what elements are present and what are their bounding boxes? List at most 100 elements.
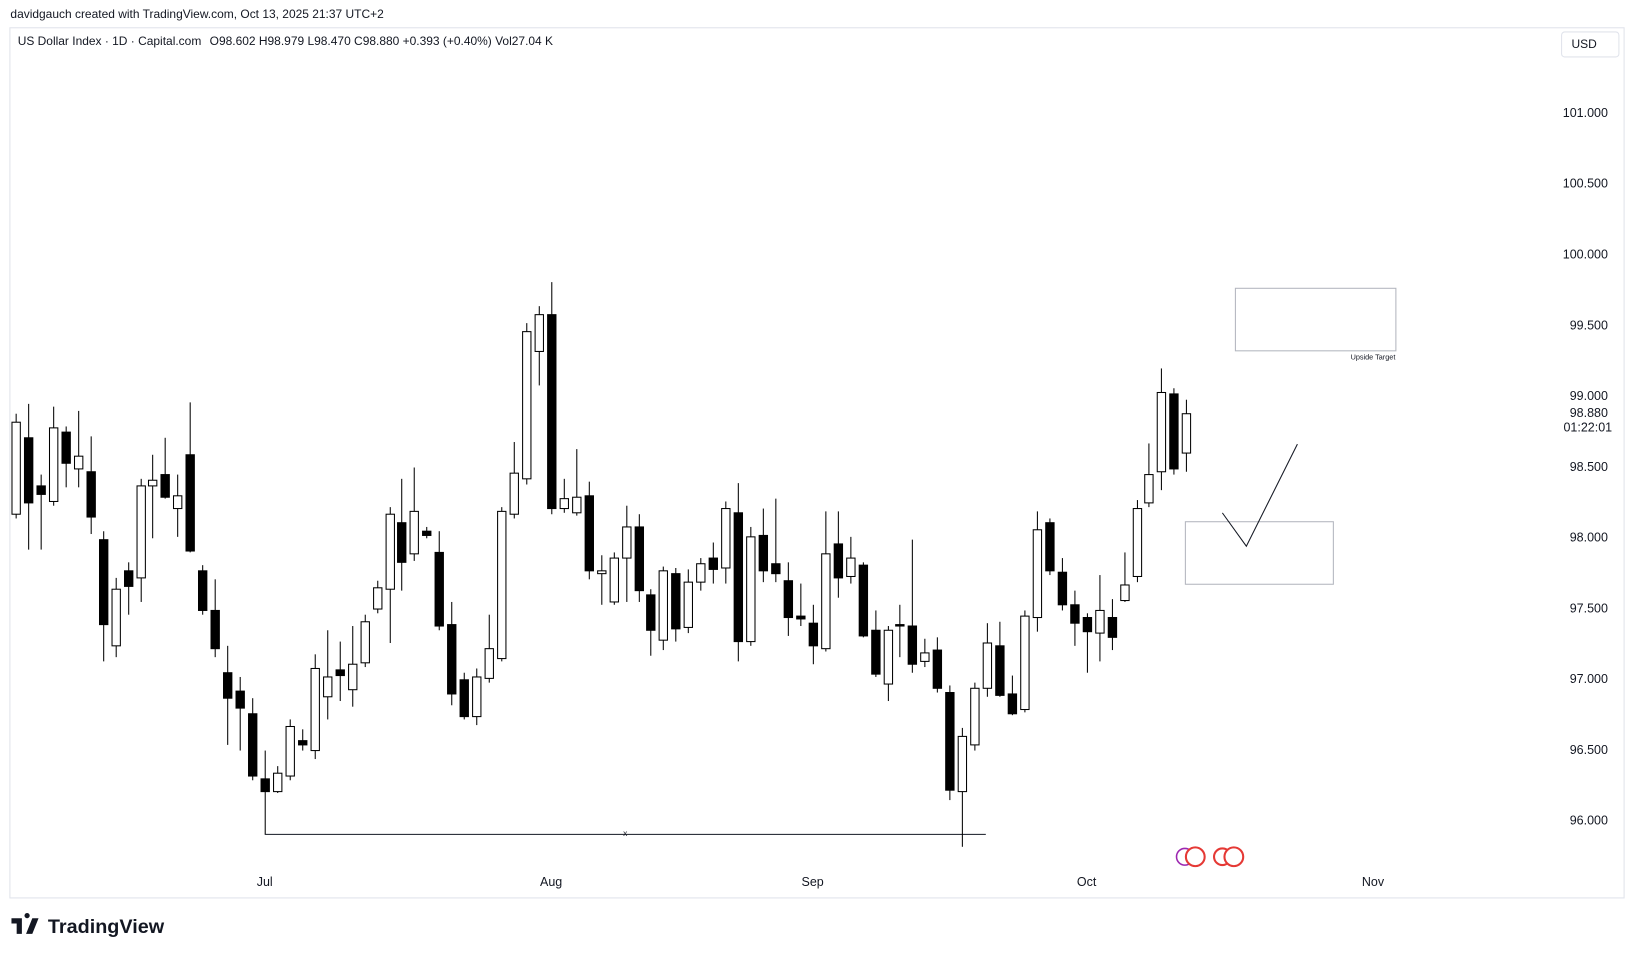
candle-body — [1156, 391, 1167, 473]
candle-body — [683, 581, 693, 628]
candle-body — [522, 331, 532, 480]
level-marker: x — [623, 828, 628, 838]
countdown-label: 01:22:01 — [1563, 421, 1612, 435]
candle-body — [982, 642, 993, 689]
y-tick-label: 99.000 — [1570, 389, 1608, 403]
candle-body — [708, 557, 719, 570]
y-tick-label: 96.000 — [1570, 814, 1608, 828]
candle-body — [160, 474, 170, 498]
candle-body — [360, 621, 370, 664]
candle-body — [260, 778, 270, 793]
y-tick-label: 101.000 — [1563, 106, 1608, 120]
candle-body — [248, 713, 258, 777]
candle-body — [658, 570, 668, 641]
candle-body — [484, 648, 494, 679]
currency-button[interactable] — [1561, 31, 1620, 58]
x-tick-label: Sep — [801, 875, 823, 889]
candle-body — [932, 649, 943, 689]
candle-body — [136, 485, 146, 579]
candle-body — [1120, 584, 1130, 602]
candle-body — [808, 622, 819, 647]
candle-body — [1020, 615, 1030, 711]
attribution: davidgauch created with TradingView.com,… — [10, 7, 384, 21]
candle-body — [895, 624, 905, 627]
candle-body — [434, 551, 444, 627]
candle-body — [385, 513, 395, 590]
candle-body — [1144, 474, 1154, 504]
x-tick-label: Nov — [1362, 875, 1385, 889]
chart-header: US Dollar Index · 1D · Capital.com O98.60… — [18, 34, 553, 48]
target-label: Upside Target — [1351, 353, 1396, 362]
candle-body — [335, 669, 345, 677]
candle-body — [273, 772, 283, 793]
y-tick-label: 98.000 — [1570, 531, 1608, 545]
candle-body — [509, 472, 519, 515]
candle-body — [622, 526, 632, 559]
candle-body — [223, 672, 233, 699]
candle-body — [73, 455, 84, 470]
candle-body — [572, 496, 582, 514]
last-price-label: 98.880 — [1570, 406, 1608, 420]
ohlc-line: O98.602 H98.979 L98.470 C98.880 +0.393 (… — [210, 34, 553, 48]
candle-body — [957, 735, 968, 793]
y-tick-label: 97.000 — [1570, 672, 1608, 686]
target-box — [1234, 287, 1397, 352]
zone-box — [1184, 521, 1334, 585]
candle-body — [348, 663, 358, 691]
candle-body — [871, 629, 881, 675]
candle-body — [23, 437, 34, 504]
candle-body — [696, 563, 706, 583]
candle-body — [373, 587, 383, 610]
candle-body — [98, 539, 109, 626]
candle-body — [235, 690, 245, 709]
candle-body — [197, 570, 208, 611]
candle-body — [397, 522, 407, 563]
candle-body — [746, 536, 756, 643]
event-flags[interactable] — [1175, 846, 1245, 868]
candle-body — [758, 534, 769, 572]
candle-body — [833, 543, 844, 579]
candle-body — [1169, 393, 1179, 470]
candle-body — [11, 421, 21, 515]
candle-body — [323, 676, 333, 698]
candle-body — [310, 667, 320, 752]
candle-body — [547, 314, 557, 510]
candle-body — [172, 495, 183, 510]
candle-body — [1007, 693, 1018, 715]
candle-body — [634, 526, 645, 592]
candle-body — [907, 625, 918, 665]
event-icon[interactable] — [1184, 846, 1206, 868]
logo-icon[interactable] — [11, 913, 39, 934]
y-tick-label: 97.500 — [1570, 601, 1608, 615]
candle-body — [970, 687, 980, 746]
candle-body — [124, 570, 134, 587]
candle-body — [147, 479, 158, 487]
event-icon[interactable] — [1223, 846, 1245, 868]
x-tick-label: Aug — [540, 875, 562, 889]
candle-body — [1132, 508, 1143, 578]
candle-body — [185, 454, 195, 552]
candle-body — [1070, 604, 1080, 624]
y-tick-label: 98.500 — [1570, 460, 1608, 474]
candle-body — [821, 553, 831, 650]
projection-path — [1221, 443, 1298, 548]
candle-body — [609, 557, 620, 603]
candle-body — [771, 563, 781, 575]
logo-text[interactable]: TradingView — [48, 916, 165, 938]
candle-body — [1032, 529, 1043, 619]
candle-body — [1181, 413, 1192, 454]
candle-body — [1082, 617, 1093, 633]
candle-body — [846, 557, 856, 578]
candle-body — [721, 508, 731, 569]
y-tick-label: 99.500 — [1570, 318, 1608, 332]
y-tick-label: 96.500 — [1570, 743, 1608, 757]
candle-body — [733, 512, 744, 643]
candle-body — [883, 629, 894, 685]
currency-label[interactable]: USD — [1571, 37, 1597, 51]
candle-body — [422, 530, 432, 536]
chart-title: US Dollar Index · 1D · Capital.com — [18, 34, 202, 48]
candle-body — [111, 588, 121, 647]
logo[interactable]: TradingView — [11, 913, 165, 938]
candle-body — [210, 609, 220, 650]
